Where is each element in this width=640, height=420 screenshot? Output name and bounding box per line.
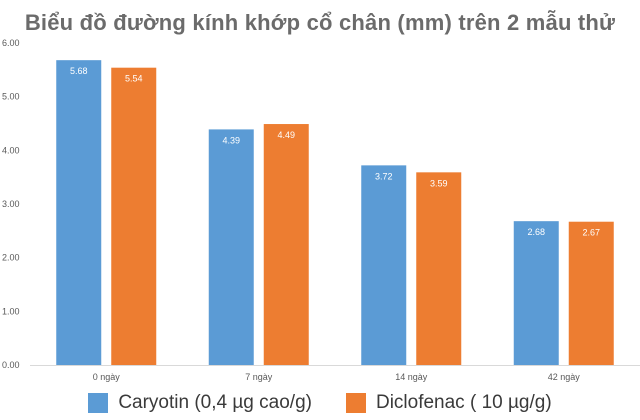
x-tick-label: 42 ngày [548, 372, 581, 382]
bar-caryotin [361, 165, 407, 365]
data-label: 5.54 [125, 74, 143, 84]
y-tick-label: 4.00 [2, 145, 20, 155]
data-label: 3.59 [430, 178, 448, 188]
y-tick-label: 5.00 [2, 92, 20, 102]
bar-diclofenac [111, 67, 157, 365]
data-label: 2.67 [582, 228, 600, 238]
bar-diclofenac [263, 124, 309, 365]
bar-caryotin [513, 221, 559, 365]
bar-caryotin [56, 60, 102, 365]
y-tick-label: 6.00 [2, 38, 20, 48]
legend-label-diclofenac: Diclofenac ( 10 µg/g) [375, 392, 552, 413]
legend-swatch-caryotin [88, 393, 109, 413]
legend-item-diclofenac: Diclofenac ( 10 µg/g) [345, 392, 552, 414]
y-tick-label: 1.00 [2, 306, 20, 316]
data-label: 5.68 [70, 66, 88, 76]
legend-label-caryotin: Caryotin (0,4 µg cao/g) [118, 392, 312, 413]
y-tick-label: 3.00 [2, 199, 20, 209]
x-tick-label: 14 ngày [395, 372, 428, 382]
data-label: 3.72 [375, 171, 393, 181]
data-label: 4.49 [277, 130, 295, 140]
bar-diclofenac [568, 221, 614, 365]
chart-title: Biểu đồ đường kính khớp cổ chân (mm) trê… [24, 10, 616, 35]
bar-chart: 0.00 1.00 2.00 3.00 4.00 5.00 6.00 5.68 5.54 0 ng… [2, 38, 640, 382]
legend-swatch-diclofenac [345, 393, 366, 413]
data-label: 2.68 [527, 227, 545, 237]
bar-caryotin [208, 129, 254, 365]
data-label: 4.39 [222, 135, 240, 145]
y-tick-label: 0.00 [2, 360, 20, 370]
y-tick-label: 2.00 [2, 253, 20, 263]
legend-item-caryotin: Caryotin (0,4 µg cao/g) [88, 392, 312, 414]
legend: Caryotin (0,4 µg cao/g) Diclofenac ( 10 … [0, 388, 640, 418]
x-tick-label: 7 ngày [245, 372, 273, 382]
bar-diclofenac [416, 172, 462, 365]
x-tick-label: 0 ngày [93, 372, 121, 382]
